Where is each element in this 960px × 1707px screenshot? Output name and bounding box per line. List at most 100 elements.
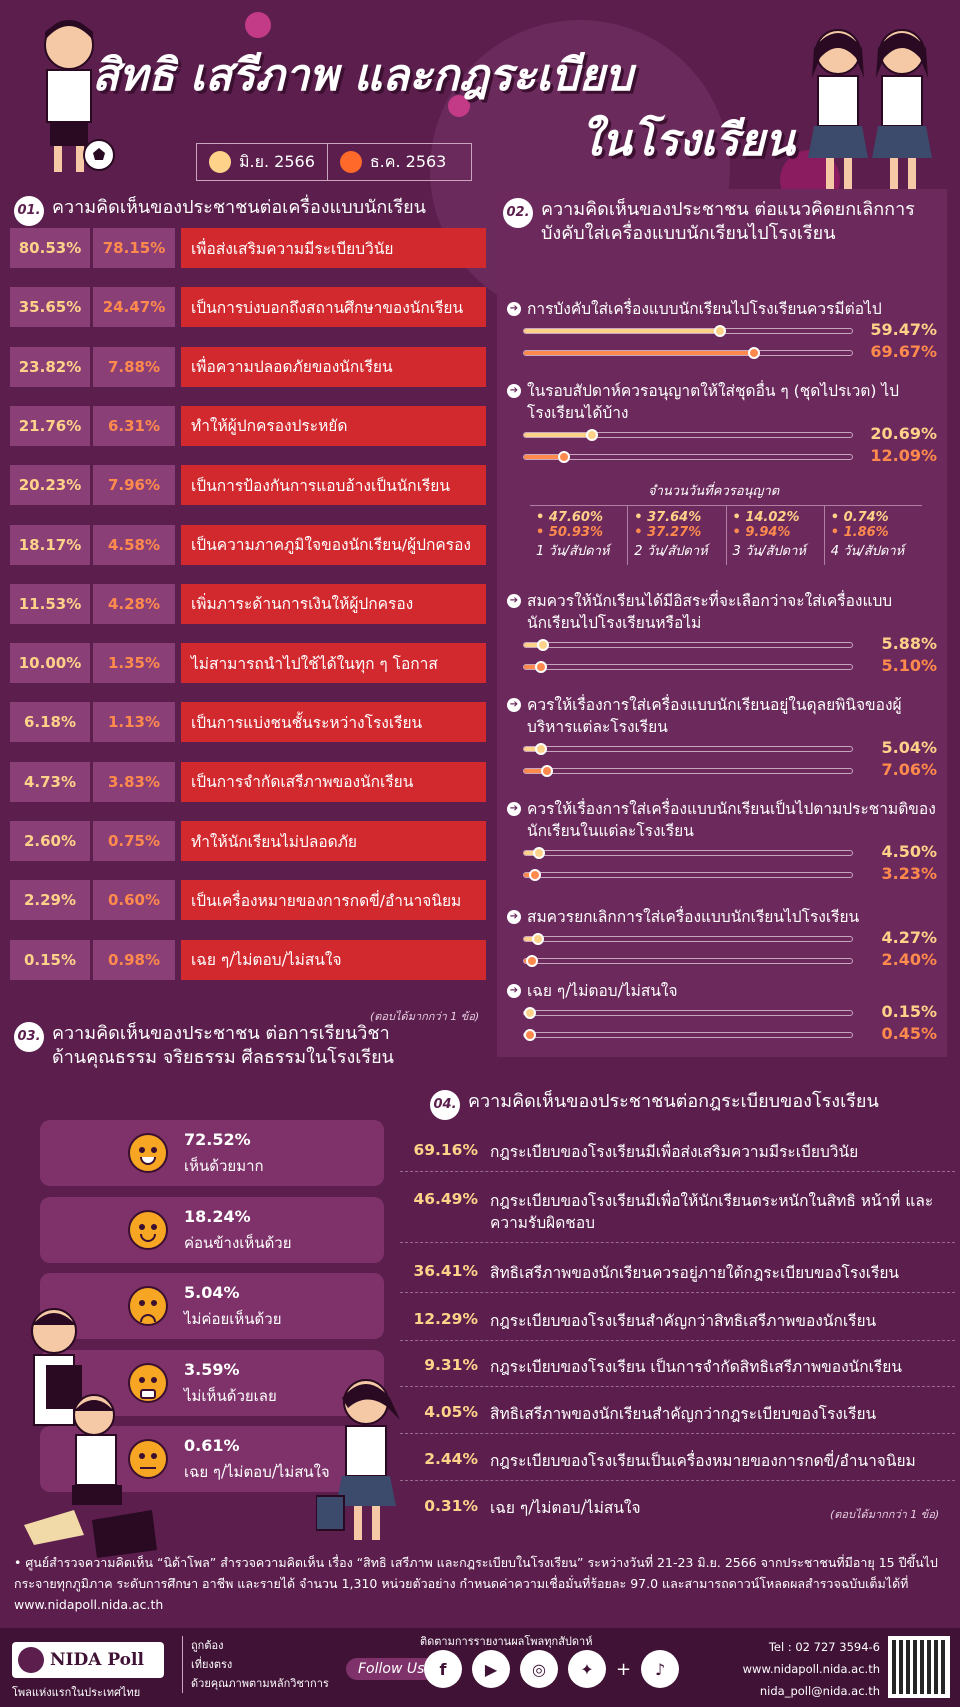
question: ➔ เฉย ๆ/ไม่ตอบ/ไม่สนใจ <box>507 980 937 1002</box>
row-label: เป็นความภาคภูมิใจของนักเรียน/ผู้ปกครอง <box>181 524 486 565</box>
row-value: 36.41% <box>413 1262 478 1280</box>
qr-code-icon[interactable] <box>888 1636 950 1698</box>
table-row: 10.00% 1.35% ไม่สามารถนำไปใช้ได้ในทุก ๆ โอ… <box>10 643 486 684</box>
footer: NIDA Poll โพลแห่งแรกในประเทศไทย ถูกต้อง … <box>0 1628 960 1707</box>
table-row: 21.76% 6.31% ทำให้ผู้ปกครองประหยัด <box>10 405 486 446</box>
row-label: สิทธิเสรีภาพของนักเรียนควรอยู่ภายใต้กฎระ… <box>490 1264 900 1282</box>
tiktok-icon[interactable]: ♪ <box>641 1650 680 1688</box>
note: (ตอบได้มากกว่า 1 ข้อ) <box>370 1010 480 1023</box>
eye <box>139 1223 145 1230</box>
bar-fill <box>524 747 541 751</box>
day-val-2563: • 37.27% <box>634 525 702 540</box>
bar-fill <box>524 851 539 855</box>
bar-row: 4.27% <box>523 928 937 950</box>
slogan-line: เที่ยงตรง <box>191 1658 233 1671</box>
row-label: เพิ่มภาระด้านการเงินให้ผู้ปกครอง <box>181 583 486 624</box>
email-link[interactable]: nida_poll@nida.ac.th <box>759 1684 880 1698</box>
eye <box>151 1223 157 1230</box>
opinion-value: 18.24% <box>184 1206 251 1226</box>
value-2566: 59.47% <box>870 320 937 339</box>
question: ➔ สมควรให้นักเรียนได้มีอิสระที่จะเลือกว่า… <box>507 590 937 634</box>
opinion-card: 72.52% เห็นด้วยมาก <box>40 1120 384 1186</box>
section-title: ความคิดเห็นของประชาชนต่อกฎระเบียบของโรงเ… <box>468 1091 879 1112</box>
row-label: ไม่สามารถนำไปใช้ได้ในทุก ๆ โอกาส <box>181 643 486 684</box>
arrow-icon: ➔ <box>507 384 521 398</box>
row-label: เป็นการป้องกันการแอบอ้างเป็นนักเรียน <box>181 465 486 506</box>
value-2566: 10.00% <box>10 643 90 684</box>
bg-blob <box>245 12 271 38</box>
question-item: ➔ การบังคับใส่เครื่องแบบนักเรียนไปโรงเรีย… <box>507 298 937 364</box>
value-2563: 12.09% <box>870 446 937 465</box>
bar-knob <box>528 869 541 881</box>
eye <box>139 1453 145 1459</box>
day-label: 1 วัน/สัปดาห์ <box>536 544 610 559</box>
twitter-icon[interactable]: ✦ <box>568 1650 606 1688</box>
question: ➔ การบังคับใส่เครื่องแบบนักเรียนไปโรงเรีย… <box>507 298 937 320</box>
bar-track <box>523 869 853 881</box>
bar-track <box>523 1007 853 1019</box>
days-col: • 47.60% • 50.93% 1 วัน/สัปดาห์ <box>530 506 627 565</box>
bar-track <box>523 933 853 945</box>
bar-track <box>523 639 853 651</box>
eye <box>139 1147 145 1153</box>
value-2563: 78.15% <box>93 228 175 268</box>
question-text: การบังคับใส่เครื่องแบบนักเรียนไปโรงเรียน… <box>527 300 882 318</box>
arrow-icon: ➔ <box>507 984 521 998</box>
arrow-icon: ➔ <box>507 594 521 608</box>
list-item: 36.41% สิทธิเสรีภาพของนักเรียนควรอยู่ภายใ… <box>400 1262 955 1293</box>
value-2563: 69.67% <box>870 342 937 361</box>
bar-row: 5.04% <box>523 738 937 760</box>
section-number: 03. <box>14 1022 44 1052</box>
youtube-icon[interactable]: ▶ <box>472 1650 510 1688</box>
bar-track <box>523 847 853 859</box>
day-val-2563: • 9.94% <box>732 525 791 540</box>
day-val-2563: • 1.86% <box>830 525 889 540</box>
nida-logo: NIDA Poll <box>12 1642 164 1678</box>
question-text: ในรอบสัปดาห์ควรอนุญาตให้ใส่ชุดอื่น ๆ (ชุ… <box>527 382 899 422</box>
instagram-icon[interactable]: ◎ <box>520 1650 558 1688</box>
football-icon <box>83 139 115 171</box>
eye <box>151 1376 157 1383</box>
row-label: เป็นเครื่องหมายของการกดขี่/อำนาจนิยม <box>181 880 486 921</box>
row-value: 2.44% <box>424 1450 478 1468</box>
bar-knob <box>714 325 727 337</box>
bar-knob <box>557 451 570 463</box>
opinion-label: เห็นด้วยมาก <box>184 1157 264 1175</box>
row-label: กฎระเบียบของโรงเรียนมีเพื่อให้นักเรียนตร… <box>490 1192 934 1232</box>
opinion-value: 0.61% <box>184 1436 240 1455</box>
opinion-card: 5.04% ไม่ค่อยเห็นด้วย <box>40 1273 384 1339</box>
value-2566: 4.50% <box>881 842 937 861</box>
bar-row: 0.45% <box>523 1024 937 1046</box>
mouth <box>140 1233 156 1242</box>
row-label: เฉย ๆ/ไม่ตอบ/ไม่สนใจ <box>181 939 486 980</box>
opinion-value: 3.59% <box>184 1359 240 1379</box>
bar-knob <box>541 765 554 777</box>
legend-item: ธ.ค. 2563 <box>326 144 458 180</box>
row-value: 12.29% <box>413 1310 478 1328</box>
value-2566: 80.53% <box>10 228 90 268</box>
question-item: ➔ ในรอบสัปดาห์ควรอนุญาตให้ใส่ชุดอื่น ๆ (ช… <box>507 380 937 468</box>
opinion-value: 72.52% <box>184 1130 251 1149</box>
value-2563: 24.47% <box>93 287 175 328</box>
teacher-students-illustration <box>24 1308 122 1545</box>
list-item: 4.05% สิทธิเสรีภาพของนักเรียนสำคัญกว่ากฎร… <box>400 1403 955 1434</box>
plus-icon: + <box>616 1658 632 1680</box>
value-2566: 18.17% <box>10 524 90 565</box>
days-table: • 47.60% • 50.93% 1 วัน/สัปดาห์ • 37.64% • … <box>530 505 922 565</box>
value-2563: 4.58% <box>93 524 175 565</box>
website-link[interactable]: www.nidapoll.nida.ac.th <box>742 1662 880 1676</box>
mouth <box>140 1388 156 1399</box>
list-item: 0.31% เฉย ๆ/ไม่ตอบ/ไม่สนใจ <box>400 1497 955 1527</box>
bar-track <box>523 451 853 463</box>
value-2566: 0.15% <box>10 939 90 980</box>
day-label: 2 วัน/สัปดาห์ <box>634 544 708 559</box>
value-2566: 2.60% <box>10 821 90 861</box>
opinion-label: ไม่ค่อยเห็นด้วย <box>184 1310 282 1328</box>
value-2563: 3.23% <box>881 864 937 883</box>
row-value: 9.31% <box>424 1356 478 1374</box>
value-2566: 20.69% <box>870 424 937 443</box>
facebook-icon[interactable]: f <box>424 1650 462 1688</box>
boy-illustration <box>44 20 94 172</box>
days-col: • 0.74% • 1.86% 4 วัน/สัปดาห์ <box>823 506 922 565</box>
table-row: 2.60% 0.75% ทำให้นักเรียนไม่ปลอดภัย <box>10 821 486 861</box>
